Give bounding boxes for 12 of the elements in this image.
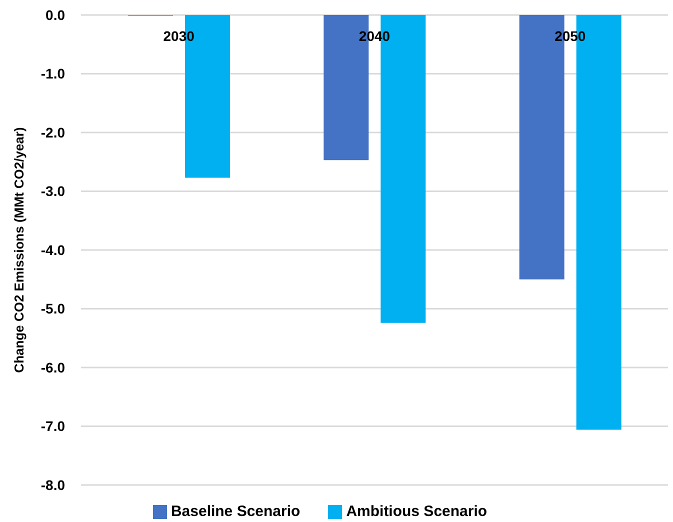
legend-label: Baseline Scenario (170, 503, 300, 520)
y-tick-label: -2.0 (40, 124, 66, 140)
y-tick-label: -5.0 (40, 300, 66, 317)
y-tick-label: 0.0 (46, 6, 66, 23)
y-tick-label: -3.0 (40, 183, 66, 200)
y-tick-label: -1.0 (40, 66, 66, 82)
y-axis-title: Change CO2 Emissions (MMt CO2/year) (12, 127, 27, 373)
legend-label: Ambitious Scenario (346, 503, 488, 520)
y-tick-label: -8.0 (40, 476, 66, 493)
y-tick-label: -4.0 (40, 242, 66, 258)
y-tick-label: -6.0 (40, 359, 66, 376)
y-tick-label: -7.0 (40, 418, 66, 434)
